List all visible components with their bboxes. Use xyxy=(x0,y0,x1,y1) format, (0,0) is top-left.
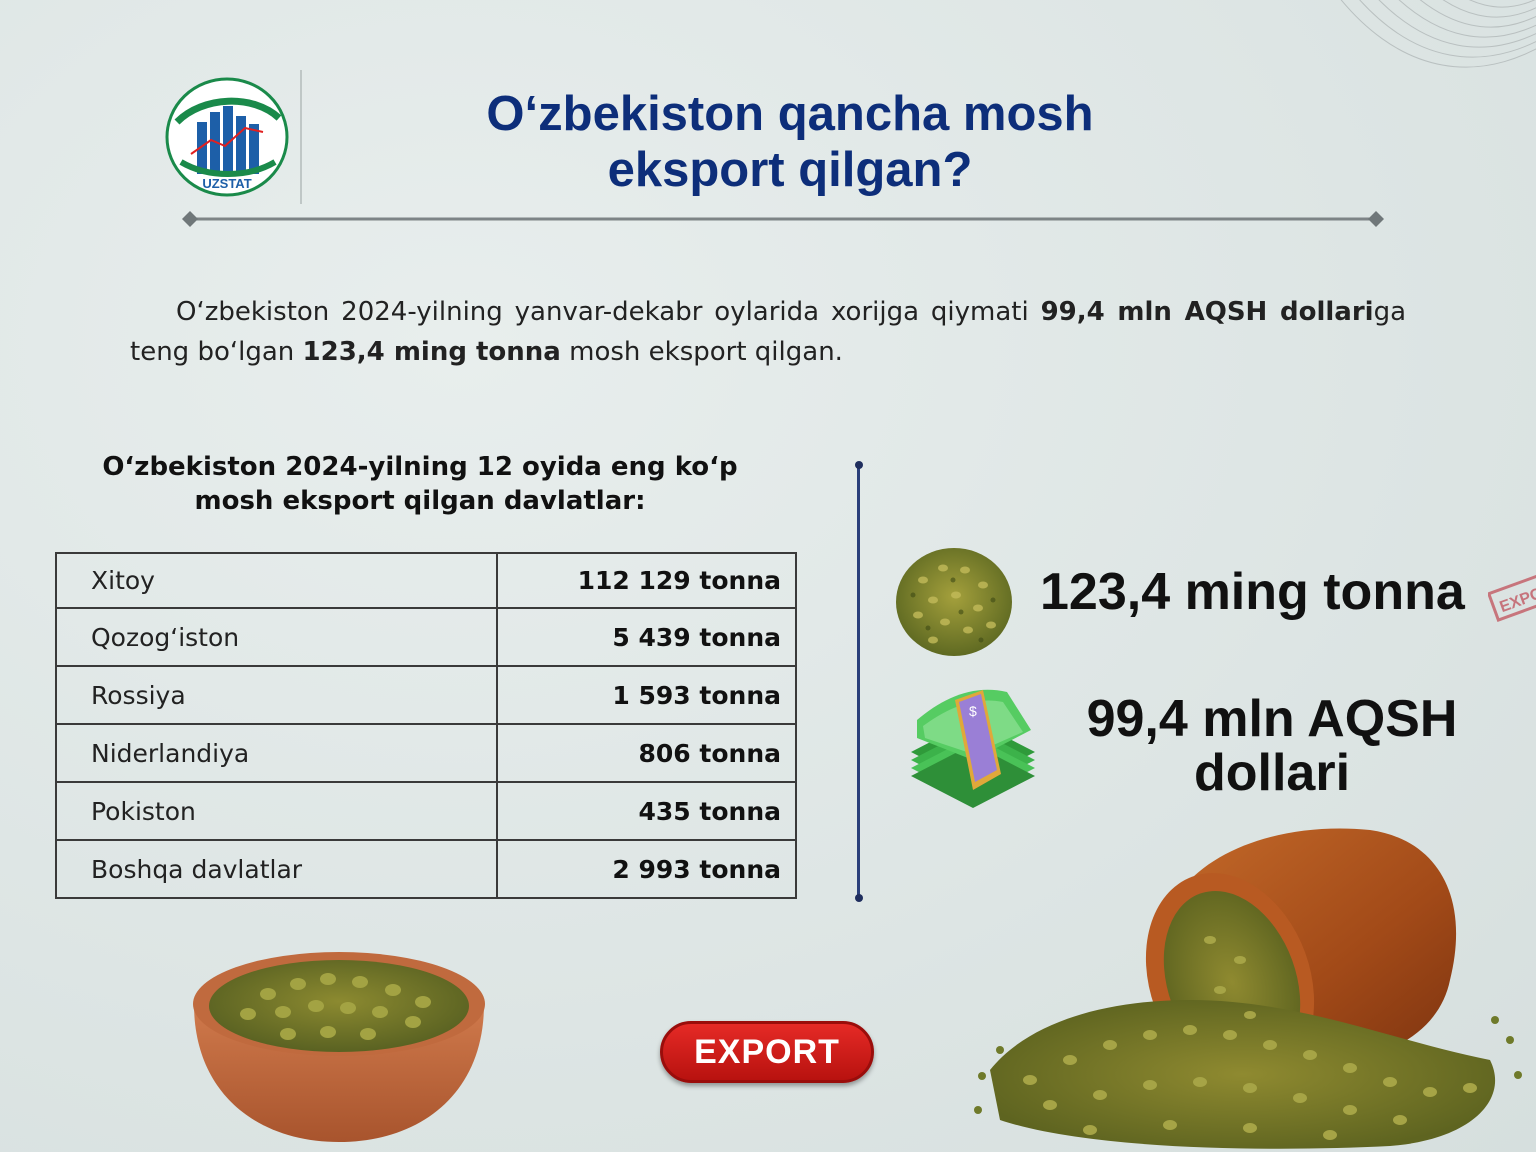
logo-text: UZSTAT xyxy=(202,176,251,191)
logo-divider xyxy=(300,70,302,204)
intro-value-bold: 99,4 mln AQSH dollari xyxy=(1040,297,1374,327)
value-cell: 5 439 tonna xyxy=(496,607,797,667)
value-stat: 99,4 mln AQSH dollari xyxy=(1062,692,1482,800)
intro-text-2: ga teng bo‘lgan xyxy=(130,297,1406,367)
page-title: O‘zbekiston qancha mosh eksport qilgan? xyxy=(360,86,1220,198)
country-cell: Boshqa davlatlar xyxy=(55,839,498,899)
mung-bean-pile-icon xyxy=(896,548,1012,656)
wooden-pot-beans-image xyxy=(974,828,1522,1149)
export-button: EXPORT xyxy=(660,1021,874,1083)
table-row: Qozog‘iston 5 439 tonna xyxy=(55,607,797,667)
value-cell: 435 tonna xyxy=(496,781,797,841)
intro-text-3: mosh eksport qilgan. xyxy=(560,337,843,367)
decorative-swirl xyxy=(1340,0,1536,68)
value-stat-line-2: dollari xyxy=(1193,744,1351,802)
volume-stat: 123,4 ming tonna xyxy=(1040,563,1465,621)
country-cell: Rossiya xyxy=(55,665,498,725)
table-title: O‘zbekiston 2024-yilning 12 oyida eng ko… xyxy=(60,450,780,518)
value-cell: 2 993 tonna xyxy=(496,839,797,899)
intro-volume-bold: 123,4 ming tonna xyxy=(302,337,561,367)
title-rule xyxy=(182,211,1384,227)
country-cell: Pokiston xyxy=(55,781,498,841)
value-cell: 1 593 tonna xyxy=(496,665,797,725)
table-row: Xitoy 112 129 tonna xyxy=(55,552,797,609)
intro-text-1: O‘zbekiston 2024-yilning yanvar-dekabr o… xyxy=(176,297,1041,327)
export-table: Xitoy 112 129 tonna Qozog‘iston 5 439 to… xyxy=(55,552,797,899)
money-stack-icon: $ xyxy=(911,689,1035,808)
uzstat-logo-icon: UZSTAT xyxy=(165,77,289,197)
table-row: Pokiston 435 tonna xyxy=(55,781,797,841)
export-stamp-icon: EXPO xyxy=(1488,571,1536,622)
title-line-1: O‘zbekiston qancha mosh xyxy=(486,87,1094,141)
divider-dot-top xyxy=(855,461,863,469)
value-cell: 112 129 tonna xyxy=(496,552,797,609)
table-row: Rossiya 1 593 tonna xyxy=(55,665,797,725)
table-title-line-1: O‘zbekiston 2024-yilning 12 oyida eng ko… xyxy=(102,452,738,482)
intro-paragraph: O‘zbekiston 2024-yilning yanvar-dekabr o… xyxy=(130,292,1406,372)
svg-text:$: $ xyxy=(969,703,977,719)
country-cell: Xitoy xyxy=(55,552,498,609)
value-cell: 806 tonna xyxy=(496,723,797,783)
value-stat-line-1: 99,4 mln AQSH xyxy=(1086,690,1458,748)
table-row: Boshqa davlatlar 2 993 tonna xyxy=(55,839,797,899)
table-row: Niderlandiya 806 tonna xyxy=(55,723,797,783)
vertical-divider xyxy=(857,464,860,898)
country-cell: Niderlandiya xyxy=(55,723,498,783)
table-title-line-2: mosh eksport qilgan davlatlar: xyxy=(194,486,646,516)
title-line-2: eksport qilgan? xyxy=(607,143,973,197)
bean-bowl-image xyxy=(193,952,485,1142)
divider-dot-bottom xyxy=(855,894,863,902)
country-cell: Qozog‘iston xyxy=(55,607,498,667)
